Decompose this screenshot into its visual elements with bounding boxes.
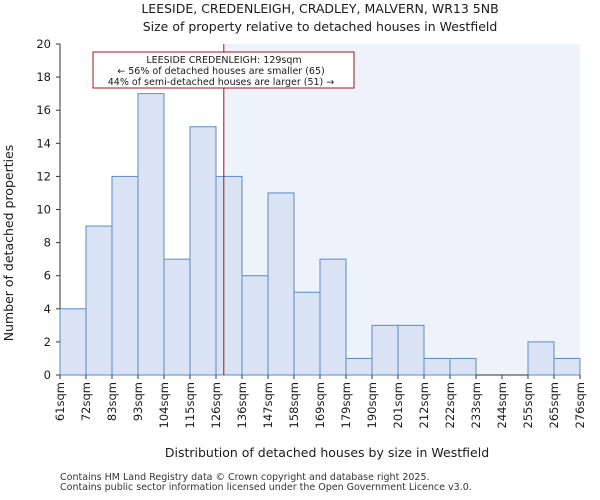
annotation-line-1: LEESIDE CREDENLEIGH: 129sqm [146, 55, 301, 66]
y-tick-label: 18 [36, 70, 51, 84]
bar [241, 275, 269, 376]
y-tick-label: 16 [36, 103, 51, 117]
x-tick-label: 244sqm [495, 382, 509, 428]
x-tick-label: 104sqm [157, 382, 171, 428]
x-tick-label: 212sqm [417, 382, 431, 428]
x-tick-label: 136sqm [235, 382, 249, 428]
x-tick-label: 190sqm [365, 382, 379, 428]
x-tick-label: 255sqm [521, 382, 535, 428]
y-tick-label: 2 [44, 335, 51, 349]
bar [371, 324, 399, 376]
x-tick-label: 72sqm [79, 382, 93, 421]
bar [215, 175, 243, 376]
y-axis: 0 2 4 6 8 10 12 14 16 18 20 [36, 37, 60, 382]
x-tick-label: 201sqm [391, 382, 405, 428]
bar [293, 291, 321, 376]
y-tick-label: 6 [44, 269, 51, 283]
x-tick-label: 61sqm [53, 382, 67, 421]
x-tick-label: 265sqm [547, 382, 561, 428]
x-axis-label: Distribution of detached houses by size … [165, 445, 489, 460]
x-axis: 61sqm 72sqm 83sqm 93sqm 104sqm 115sqm 126sqm 13… [53, 375, 587, 428]
x-tick-label: 222sqm [443, 382, 457, 428]
footer-licence: Contains public sector information licen… [60, 482, 472, 493]
y-tick-label: 14 [36, 136, 51, 150]
x-tick-label: 93sqm [131, 382, 145, 421]
x-tick-label: 158sqm [287, 382, 301, 428]
bar [59, 308, 87, 376]
bar [553, 357, 581, 376]
bar [163, 258, 191, 376]
chart-title: LEESIDE, CREDENLEIGH, CRADLEY, MALVERN, … [141, 1, 498, 16]
bar [267, 192, 295, 376]
x-tick-label: 169sqm [313, 382, 327, 428]
annotation-line-2: ← 56% of detached houses are smaller (65… [117, 66, 324, 77]
annotation-frame [92, 51, 355, 89]
x-tick-label: 179sqm [339, 382, 353, 428]
x-tick-label: 126sqm [209, 382, 223, 428]
footer-copyright: Contains HM Land Registry data © Crown c… [60, 472, 430, 483]
annotation-line-3: 44% of semi-detached houses are larger (… [108, 77, 335, 88]
bar [189, 126, 217, 376]
annotation-box: LEESIDE CREDENLEIGH: 129sqm ← 56% of det… [92, 51, 355, 89]
y-tick-label: 12 [36, 169, 51, 183]
y-tick-label: 8 [44, 236, 51, 250]
bar [397, 324, 425, 376]
x-tick-label: 83sqm [105, 382, 119, 421]
y-tick-label: 20 [36, 37, 51, 51]
bar [527, 341, 555, 376]
bar [85, 225, 113, 376]
bar [449, 357, 477, 376]
bar [111, 175, 139, 376]
y-axis-label: Number of detached properties [1, 145, 16, 342]
x-tick-label: 115sqm [183, 382, 197, 428]
x-tick-label: 233sqm [469, 382, 483, 428]
y-tick-label: 4 [44, 302, 51, 316]
x-tick-label: 276sqm [573, 382, 587, 428]
bar [137, 93, 165, 376]
chart-subtitle: Size of property relative to detached ho… [143, 19, 498, 34]
bar [423, 357, 451, 376]
y-tick-label: 0 [44, 368, 51, 382]
x-tick-label: 147sqm [261, 382, 275, 428]
bars-group [59, 93, 581, 376]
y-tick-label: 10 [36, 203, 51, 217]
bar [345, 357, 373, 376]
bar [319, 258, 347, 376]
